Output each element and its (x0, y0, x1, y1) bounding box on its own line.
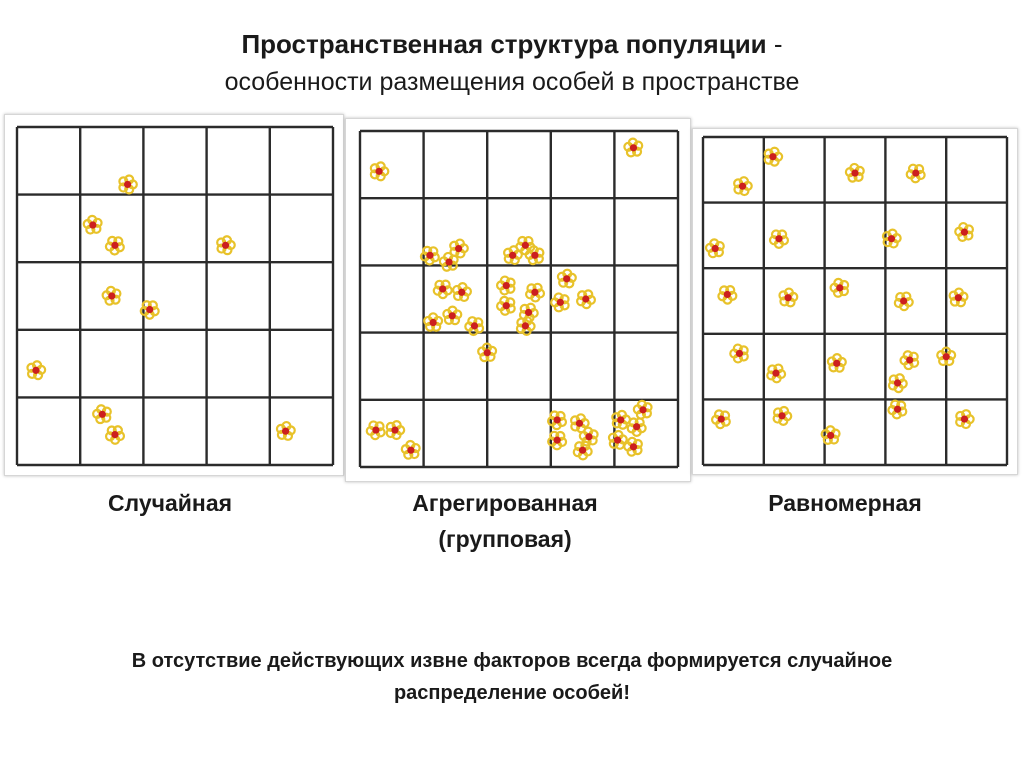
individual-marker (550, 292, 570, 313)
individual-marker (887, 373, 908, 394)
individual-marker (423, 312, 444, 332)
individual-marker (139, 300, 160, 320)
individual-marker (768, 229, 790, 249)
individual-marker (936, 346, 957, 367)
label-aggregated: Агрегированная (групповая) (355, 485, 655, 557)
individual-marker (899, 350, 920, 371)
individual-marker (578, 426, 599, 447)
individual-marker (503, 245, 523, 266)
individual-marker (887, 399, 908, 420)
individual-marker (572, 440, 593, 461)
grid-aggregated (358, 129, 680, 469)
individual-marker (829, 277, 850, 298)
individual-marker (118, 174, 138, 195)
individual-marker (844, 162, 865, 183)
individual-marker (626, 417, 647, 437)
individual-marker (438, 251, 459, 272)
individual-marker (826, 353, 847, 373)
conclusion-line1: В отсутствие действующих извне факторов … (131, 650, 893, 672)
individual-marker (556, 268, 577, 289)
individual-marker (704, 238, 725, 259)
individual-marker (954, 221, 974, 243)
panel-aggregated (345, 118, 691, 482)
individual-marker (385, 420, 406, 441)
individual-marker (104, 425, 126, 445)
individual-marker (766, 363, 787, 384)
individual-marker (623, 436, 643, 457)
individual-marker (452, 282, 472, 303)
individual-marker (570, 413, 590, 434)
individual-marker (525, 282, 546, 303)
individual-marker (365, 420, 386, 441)
panel-uniform (692, 128, 1018, 475)
individual-marker (955, 409, 975, 430)
individual-marker (495, 275, 516, 296)
individual-marker (432, 279, 453, 300)
individual-marker (369, 161, 390, 182)
label-random: Случайная (107, 490, 233, 516)
individual-marker (419, 245, 440, 266)
individual-marker (92, 404, 112, 425)
page-title: Пространственная структура популяции - (241, 29, 783, 59)
conclusion-line2: распределение особей! (393, 682, 631, 704)
individual-marker (442, 305, 463, 326)
individual-marker (104, 235, 125, 256)
individual-marker (400, 439, 421, 460)
panel-random (4, 114, 344, 476)
individual-marker (607, 429, 628, 450)
individual-marker (632, 399, 653, 420)
individual-marker (729, 343, 749, 364)
label-aggregated-line1: Агрегированная (412, 490, 598, 516)
grid-uniform (701, 135, 1009, 467)
individual-marker (717, 285, 738, 305)
individual-marker (763, 146, 784, 167)
individual-marker (275, 420, 296, 441)
individual-marker (881, 228, 902, 249)
grid-random (15, 125, 335, 467)
individual-marker (547, 430, 568, 451)
page-subtitle: особенности размещения особей в простран… (224, 68, 800, 96)
individual-marker (82, 214, 103, 235)
individual-marker (26, 360, 47, 381)
individual-marker (623, 137, 644, 158)
individual-marker (778, 287, 799, 308)
individual-marker (101, 285, 122, 306)
individual-marker (546, 410, 568, 431)
individual-marker (495, 295, 516, 316)
individual-marker (905, 163, 926, 184)
individual-marker (576, 289, 597, 310)
individual-marker (524, 245, 545, 266)
individual-marker (515, 315, 536, 337)
individual-marker (772, 405, 793, 426)
individual-marker (477, 342, 498, 363)
label-uniform: Равномерная (768, 490, 922, 516)
individual-marker (948, 287, 969, 308)
label-aggregated-line2: (групповая) (438, 526, 572, 552)
individual-marker (216, 235, 236, 256)
individual-marker (893, 291, 914, 312)
individual-marker (820, 425, 841, 445)
individual-marker (464, 316, 485, 337)
individual-marker (733, 176, 753, 197)
individual-marker (710, 409, 731, 430)
